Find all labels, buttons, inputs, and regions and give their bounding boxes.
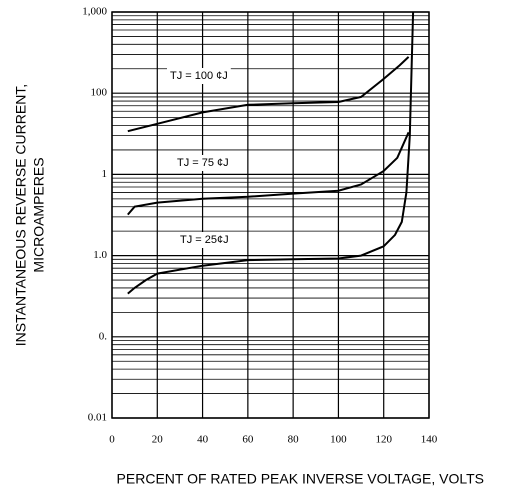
plot-frame xyxy=(111,11,430,419)
x-tick-label: 20 xyxy=(152,434,164,446)
curve-label: TJ = 25¢J xyxy=(180,234,229,246)
x-tick-label: 40 xyxy=(197,434,209,446)
curve xyxy=(127,56,410,133)
x-tick-label: 120 xyxy=(375,434,392,446)
y-axis-label: MICROAMPERES xyxy=(31,157,47,272)
y-tick-label: 100 xyxy=(91,87,108,99)
y-axis-label: INSTANTANEOUS REVERSE CURRENT, xyxy=(13,84,29,346)
x-tick-label: 0 xyxy=(109,434,115,446)
x-tick-label: 60 xyxy=(242,434,254,446)
y-tick-label: 1.0 xyxy=(93,249,107,261)
label-bg xyxy=(177,232,232,248)
x-tick-label: 100 xyxy=(330,434,347,446)
y-tick-label: 0. xyxy=(99,330,108,342)
label-bg xyxy=(167,68,231,84)
curve xyxy=(127,131,410,216)
x-axis-label: PERCENT OF RATED PEAK INVERSE VOLTAGE, V… xyxy=(117,471,484,487)
curve xyxy=(127,11,415,295)
y-tick-label: 1,000 xyxy=(82,6,107,18)
label-bg xyxy=(174,155,232,171)
curve-label: TJ = 100 ¢J xyxy=(170,70,228,82)
x-tick-label: 80 xyxy=(288,434,300,446)
y-tick-label: 0.01 xyxy=(88,412,107,424)
y-tick-label: 1 xyxy=(102,168,108,180)
curve-label: TJ = 75 ¢J xyxy=(177,157,229,169)
x-tick-label: 140 xyxy=(421,434,438,446)
